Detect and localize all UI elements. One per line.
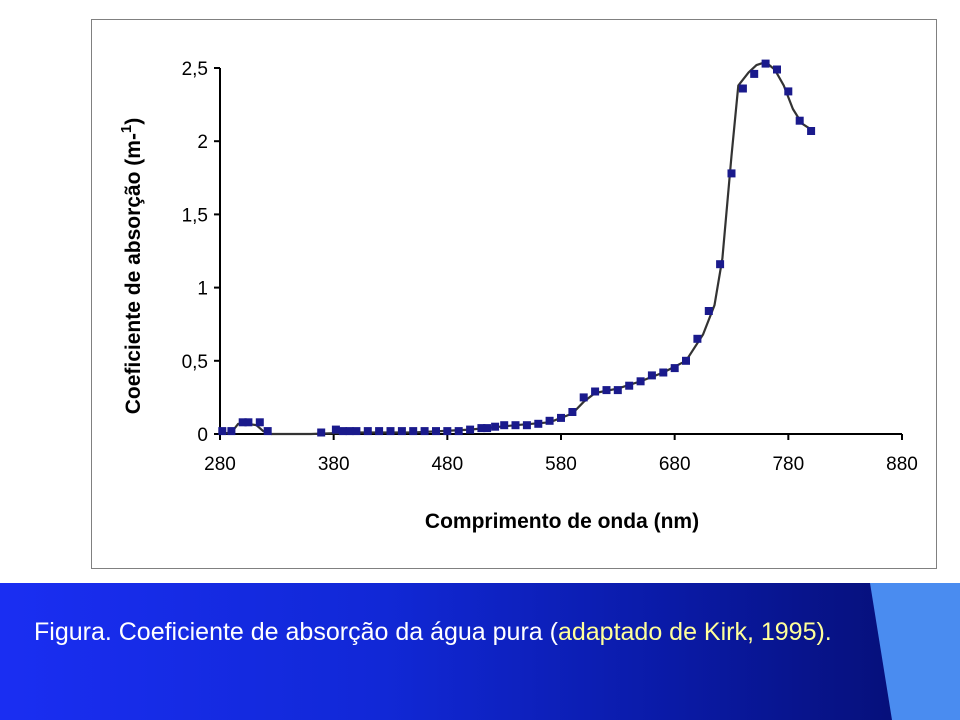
y-tick-label: 2 [197, 132, 208, 153]
data-point [491, 422, 500, 431]
figure-caption: Figura. Coeficiente de absorção da água … [34, 615, 914, 649]
data-point [263, 427, 272, 436]
data-point [636, 377, 645, 386]
data-point [375, 427, 384, 436]
data-point [579, 393, 588, 402]
data-point [317, 428, 326, 437]
data-point [477, 424, 486, 433]
data-point [227, 427, 236, 436]
data-point [591, 387, 600, 396]
chart-frame: Coeficiente de absorção (m-1) Compriment… [91, 19, 937, 569]
data-point [773, 65, 781, 74]
x-tick-label: 680 [659, 454, 691, 475]
data-point [613, 386, 622, 395]
x-tick-label: 580 [545, 454, 577, 475]
data-point [693, 334, 702, 343]
data-point [363, 427, 372, 436]
data-point [466, 425, 475, 434]
caption-band: Figura. Coeficiente de absorção da água … [0, 583, 960, 720]
x-axis-title: Comprimento de onda (nm) [425, 510, 699, 533]
y-tick-label: 0,5 [182, 352, 208, 373]
data-point [738, 84, 747, 93]
y-tick-label: 1 [197, 279, 208, 300]
data-point [483, 424, 492, 433]
x-tick-label: 780 [772, 454, 804, 475]
data-point [625, 381, 634, 390]
y-tick-label: 2,5 [182, 59, 208, 80]
data-point [784, 87, 793, 96]
x-tick-label: 280 [204, 454, 236, 475]
data-point [244, 418, 253, 427]
data-point [255, 418, 264, 427]
data-point [511, 421, 520, 430]
data-point [500, 421, 509, 430]
data-point [386, 427, 395, 436]
data-point [545, 416, 554, 425]
x-tick-label: 380 [318, 454, 350, 475]
data-point [534, 419, 543, 428]
data-point [659, 368, 668, 377]
caption-source: adaptado de Kirk, 1995). [557, 618, 832, 646]
data-point [602, 386, 611, 395]
data-point [218, 427, 227, 436]
absorption-curve [219, 61, 812, 436]
data-point [432, 427, 440, 436]
data-point [761, 59, 770, 68]
y-axis-title: Coeficiente de absorção (m-1) [118, 118, 145, 415]
y-axis-title-group: Coeficiente de absorção (m-1) [118, 118, 145, 415]
data-point [670, 364, 679, 373]
caption-accent-shape [870, 583, 960, 720]
data-point [716, 260, 725, 269]
data-point [420, 427, 429, 436]
data-point [727, 169, 736, 178]
y-tick-label: 0 [197, 425, 208, 446]
data-point [409, 427, 418, 436]
data-point [443, 427, 452, 436]
data-point [522, 421, 531, 430]
x-tick-label: 480 [431, 454, 463, 475]
data-point [704, 307, 713, 315]
x-tick-label: 880 [886, 454, 918, 475]
data-point [795, 116, 804, 125]
data-point [331, 425, 340, 434]
caption-main: Figura. Coeficiente de absorção da água … [34, 618, 558, 646]
data-point [238, 418, 247, 427]
y-tick-label: 1,5 [182, 205, 208, 226]
data-point [397, 427, 406, 436]
data-point [345, 427, 354, 436]
data-point [338, 427, 347, 436]
absorption-chart: Coeficiente de absorção (m-1) Compriment… [118, 59, 918, 533]
plot-area: 0 0,5 1 1,5 2 2,5 280 380 480 580 680 780 880 [182, 59, 918, 475]
data-point [807, 127, 816, 135]
data-point [647, 371, 656, 380]
data-point [454, 427, 463, 436]
data-point [352, 427, 361, 436]
data-point [750, 69, 759, 78]
data-point [557, 413, 565, 422]
data-point [682, 356, 690, 365]
data-point [568, 408, 577, 416]
